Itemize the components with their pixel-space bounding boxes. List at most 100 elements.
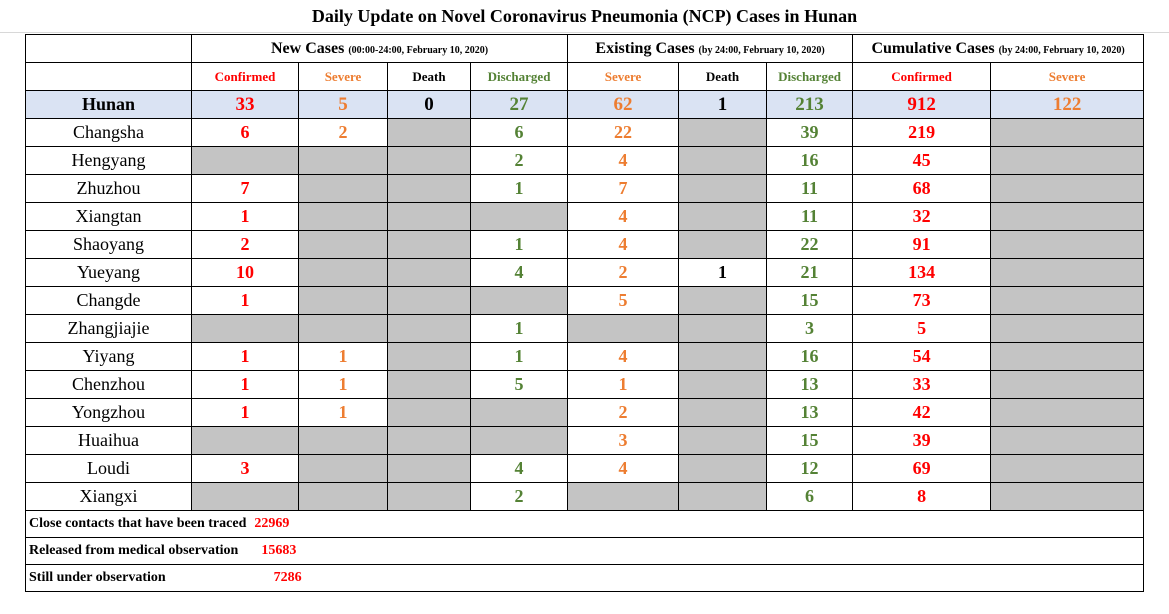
empty-cell	[990, 286, 1145, 315]
value-cell: 1	[191, 370, 299, 399]
value-cell: 1	[678, 90, 768, 119]
value-cell: 22	[567, 118, 680, 147]
region-cell: Xiangtan	[25, 202, 192, 231]
value-cell: 2	[469, 482, 569, 511]
empty-cell	[387, 174, 471, 203]
value-cell: 1	[469, 342, 569, 371]
empty-cell	[298, 286, 388, 315]
value-cell: 4	[469, 454, 569, 483]
column-header: Discharged	[469, 62, 569, 91]
table-row: Shaoyang 2 1 4 22 91	[25, 230, 1145, 259]
note-row: Close contacts that have been traced 2296…	[24, 510, 1145, 538]
value-cell: 13	[766, 370, 854, 399]
value-cell: 5	[567, 286, 680, 315]
value-cell: 11	[766, 174, 854, 203]
empty-cell	[678, 370, 768, 399]
value-cell: 912	[852, 90, 992, 119]
value-cell: 1	[191, 202, 299, 231]
table-row: Huaihua 3 15 39	[25, 426, 1145, 455]
value-cell: 1	[298, 342, 388, 371]
empty-cell	[678, 482, 768, 511]
value-cell: 1	[469, 314, 569, 343]
empty-cell	[678, 146, 768, 175]
empty-cell	[191, 426, 299, 455]
value-cell: 54	[852, 342, 992, 371]
value-cell: 8	[852, 482, 992, 511]
value-cell: 13	[766, 398, 854, 427]
value-cell: 32	[852, 202, 992, 231]
empty-cell	[387, 202, 471, 231]
title-divider	[0, 32, 1169, 33]
region-cell: Huaihua	[25, 426, 192, 455]
empty-cell	[298, 202, 388, 231]
page-title: Daily Update on Novel Coronavirus Pneumo…	[311, 6, 858, 26]
empty-cell	[990, 118, 1145, 147]
note-value: 22969	[254, 516, 290, 531]
empty-cell	[678, 342, 768, 371]
value-cell: 15	[766, 426, 854, 455]
empty-cell	[387, 454, 471, 483]
value-cell: 16	[766, 146, 854, 175]
region-cell: Xiangxi	[25, 482, 192, 511]
value-cell: 6	[469, 118, 569, 147]
region-cell: Loudi	[25, 454, 192, 483]
value-cell: 1	[678, 258, 768, 287]
value-cell: 2	[191, 230, 299, 259]
value-cell: 33	[191, 90, 299, 119]
empty-cell	[298, 230, 388, 259]
total-row: Hunan 33 5 0 27 62 1 213 912 122	[25, 90, 1145, 119]
value-cell: 122	[990, 90, 1145, 119]
region-cell: Changde	[25, 286, 192, 315]
value-cell: 42	[852, 398, 992, 427]
note-label: Close contacts that have been traced	[29, 516, 247, 531]
value-cell: 27	[469, 90, 569, 119]
table-row: Changde 1 5 15 73	[25, 286, 1145, 315]
empty-cell	[191, 482, 299, 511]
value-cell: 21	[766, 258, 854, 287]
empty-cell	[387, 398, 471, 427]
cases-table: New Cases (00:00-24:00, February 10, 202…	[24, 34, 1145, 592]
empty-cell	[990, 202, 1145, 231]
value-cell: 33	[852, 370, 992, 399]
column-header: Severe	[990, 62, 1145, 91]
value-cell: 2	[298, 118, 388, 147]
value-cell: 3	[567, 426, 680, 455]
empty-cell	[469, 286, 569, 315]
empty-cell	[678, 202, 768, 231]
empty-cell	[387, 342, 471, 371]
column-header: Confirmed	[852, 62, 992, 91]
group-cumulative-cases: Cumulative Cases (by 24:00, February 10,…	[852, 34, 1145, 63]
value-cell: 2	[469, 146, 569, 175]
region-cell: Zhuzhou	[25, 174, 192, 203]
empty-cell	[678, 286, 768, 315]
value-cell: 1	[469, 230, 569, 259]
empty-cell	[990, 258, 1145, 287]
column-header: Severe	[298, 62, 388, 91]
table-row: Yongzhou 1 1 2 13 42	[25, 398, 1145, 427]
table-row: Zhangjiajie 1 3 5	[25, 314, 1145, 343]
column-header: Discharged	[766, 62, 854, 91]
column-header: Confirmed	[191, 62, 299, 91]
value-cell: 1	[191, 342, 299, 371]
value-cell: 39	[766, 118, 854, 147]
empty-cell	[469, 426, 569, 455]
empty-cell	[469, 202, 569, 231]
note-row: Released from medical observation 15683	[24, 537, 1145, 565]
value-cell: 91	[852, 230, 992, 259]
empty-cell	[387, 230, 471, 259]
empty-cell	[990, 398, 1145, 427]
value-cell: 16	[766, 342, 854, 371]
table-row: Chenzhou 1 1 5 1 13 33	[25, 370, 1145, 399]
empty-cell	[298, 314, 388, 343]
empty-cell	[469, 398, 569, 427]
empty-cell	[678, 398, 768, 427]
value-cell: 1	[191, 398, 299, 427]
group-header-row: New Cases (00:00-24:00, February 10, 202…	[25, 34, 1145, 63]
note-value: 15683	[261, 543, 297, 558]
empty-cell	[298, 454, 388, 483]
empty-cell	[678, 314, 768, 343]
note-cell: Released from medical observation 15683	[24, 537, 1145, 565]
value-cell: 1	[298, 398, 388, 427]
empty-cell	[567, 482, 680, 511]
region-cell: Yongzhou	[25, 398, 192, 427]
